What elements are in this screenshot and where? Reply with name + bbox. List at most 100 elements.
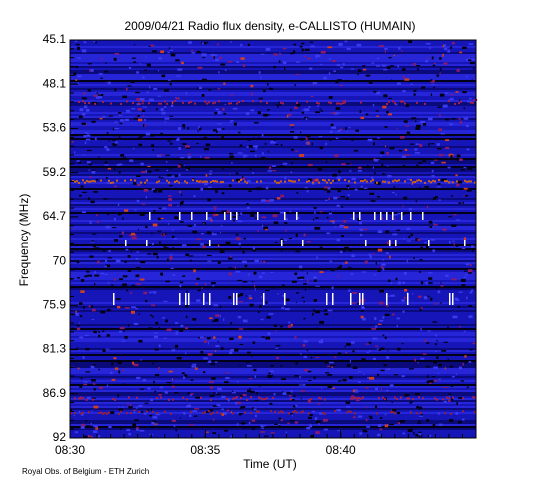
spectrogram-speck — [386, 356, 390, 359]
spectrogram-speck — [198, 127, 202, 131]
spectrogram-speck — [212, 320, 215, 323]
spectrogram-speck — [152, 223, 158, 227]
spectrogram-band — [182, 101, 184, 104]
spectrogram-band — [90, 180, 92, 183]
spectrogram-speck — [203, 340, 207, 343]
spectrogram-speck — [274, 241, 278, 243]
spectrogram-speck — [411, 117, 417, 120]
spectrogram-speck — [240, 43, 243, 47]
spectrogram-speck — [458, 291, 463, 293]
spectrogram-speck — [250, 355, 254, 357]
spectrogram-speck — [239, 343, 244, 346]
spectrogram-speck — [238, 131, 241, 134]
spectrogram-spike — [191, 212, 193, 220]
spectrogram-band — [126, 412, 128, 415]
spectrogram-speck — [253, 368, 257, 372]
spectrogram-speck — [228, 257, 233, 260]
spectrogram-speck — [94, 271, 96, 274]
spectrogram-band — [116, 179, 118, 182]
spectrogram-band — [232, 412, 234, 415]
spectrogram-band — [260, 397, 262, 400]
spectrogram-band — [164, 100, 166, 103]
spectrogram-speck — [307, 163, 313, 167]
spectrogram-speck — [91, 240, 94, 243]
spectrogram-band — [444, 412, 446, 415]
spectrogram-row — [70, 336, 476, 338]
spectrogram-speck — [160, 50, 165, 54]
spectrogram-speck — [136, 98, 141, 102]
spectrogram-speck — [401, 342, 404, 345]
spectrogram-speck — [279, 211, 285, 214]
spectrogram-speck — [83, 305, 85, 309]
spectrogram-speck — [437, 106, 442, 108]
spectrogram-speck — [443, 400, 447, 403]
spectrogram-speck — [429, 434, 431, 436]
spectrogram-speck — [413, 93, 416, 96]
spectrogram-speck — [294, 272, 298, 276]
spectrogram-speck — [175, 331, 179, 333]
spectrogram-band — [82, 411, 84, 414]
spectrogram-speck — [235, 271, 241, 273]
spectrogram-speck — [380, 151, 385, 155]
spectrogram-speck — [458, 326, 461, 328]
spectrogram-row — [70, 218, 476, 220]
spectrogram-speck — [295, 250, 300, 253]
spectrogram-speck — [348, 289, 351, 292]
spectrogram-band — [306, 180, 308, 183]
spectrogram-speck — [213, 56, 215, 60]
spectrogram-row — [70, 400, 476, 402]
spectrogram-speck — [295, 301, 297, 304]
spectrogram-speck — [246, 203, 249, 206]
spectrogram-band — [352, 397, 354, 400]
spectrogram-speck — [210, 219, 213, 222]
spectrogram-speck — [417, 362, 419, 364]
spectrogram-band — [206, 180, 208, 183]
spectrogram-speck — [379, 428, 383, 431]
spectrogram-band — [474, 396, 476, 399]
spectrogram-speck — [434, 343, 437, 346]
spectrogram-row — [70, 388, 476, 390]
spectrogram-band — [156, 397, 158, 400]
spectrogram-speck — [215, 108, 219, 111]
spectrogram-speck — [425, 59, 428, 63]
spectrogram-speck — [388, 97, 392, 99]
spectrogram-band — [236, 396, 238, 399]
spectrogram-band — [430, 181, 432, 184]
spectrogram-speck — [301, 42, 305, 45]
spectrogram-band — [362, 396, 364, 399]
spectrogram-speck — [304, 187, 308, 189]
spectrogram-row — [70, 384, 476, 386]
spectrogram-band — [146, 179, 148, 182]
spectrogram-speck — [112, 134, 117, 137]
spectrogram-speck — [295, 150, 299, 152]
spectrogram-speck — [133, 61, 137, 64]
spectrogram-speck — [384, 424, 389, 428]
spectrogram-row — [70, 164, 476, 166]
spectrogram-speck — [157, 69, 160, 72]
spectrogram-speck — [164, 233, 167, 236]
spectrogram-row — [70, 408, 476, 410]
spectrogram-speck — [225, 372, 229, 374]
spectrogram-band — [356, 397, 358, 400]
spectrogram-band — [106, 412, 108, 415]
spectrogram-speck — [126, 111, 131, 113]
spectrogram-band — [280, 180, 282, 183]
spectrogram-speck — [169, 82, 172, 86]
spectrogram-row — [70, 338, 476, 340]
spectrogram-speck — [175, 97, 180, 100]
spectrogram-speck — [93, 405, 99, 409]
spectrogram-speck — [282, 294, 285, 297]
spectrogram-speck — [102, 349, 106, 353]
spectrogram-band — [398, 179, 400, 182]
spectrogram-speck — [339, 224, 345, 228]
spectrogram-speck — [144, 402, 149, 404]
spectrogram-speck — [419, 143, 423, 147]
spectrogram-speck — [306, 134, 311, 138]
spectrogram-speck — [111, 378, 116, 381]
spectrogram-speck — [278, 60, 281, 63]
spectrogram-speck — [315, 178, 319, 182]
spectrogram-speck — [290, 399, 295, 401]
spectrogram-speck — [99, 386, 103, 389]
spectrogram-speck — [326, 216, 329, 219]
spectrogram-spike — [410, 212, 412, 220]
